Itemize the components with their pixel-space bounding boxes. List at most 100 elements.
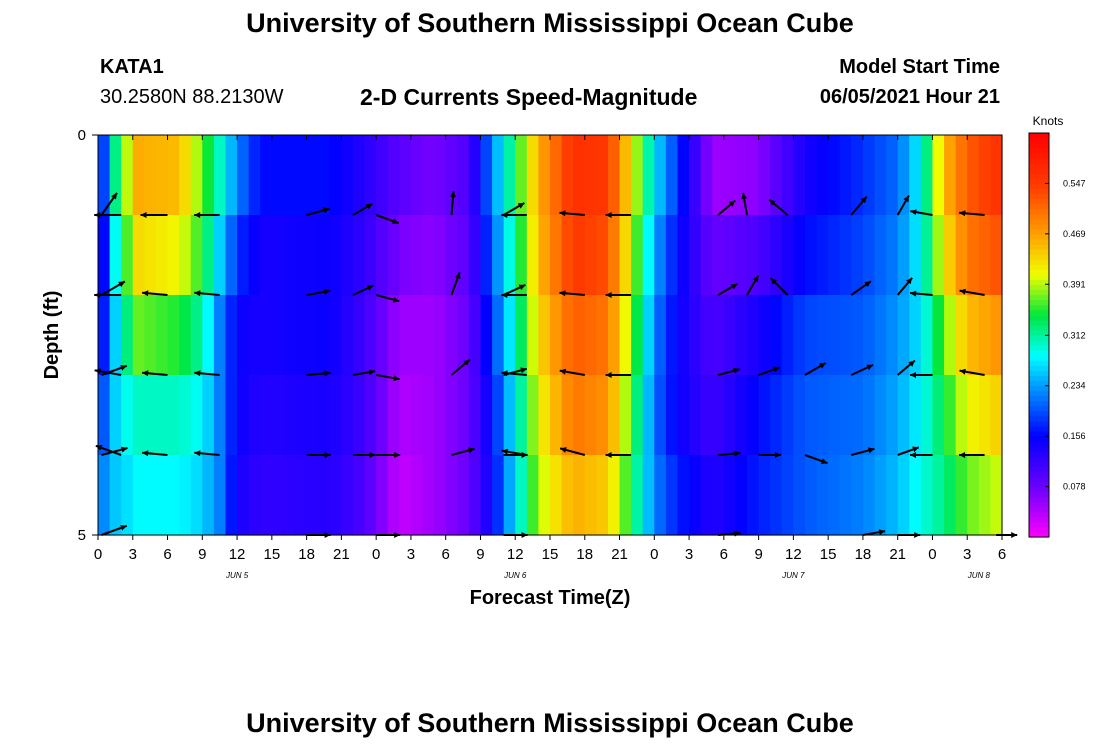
colorbar-segment [1029,521,1049,528]
x-axis-label: Forecast Time(Z) [470,587,631,609]
colorbar-segment [1029,400,1049,407]
heatmap-cell [167,135,180,216]
heatmap-cell [341,375,354,456]
colorbar-segment [1029,375,1049,382]
colorbar-segment [1029,188,1049,195]
heatmap-cell [909,215,922,296]
heatmap-cell [874,295,887,376]
x-tick-label: 21 [889,546,906,563]
colorbar-segment [1029,350,1049,356]
colorbar-segment [1029,203,1049,210]
colorbar-segment [1029,163,1049,169]
heatmap-cell [816,375,829,456]
heatmap-cell [376,295,389,376]
colorbar-segment [1029,259,1049,265]
chart-subtitle: 2-D Currents Speed-Magnitude [360,84,698,110]
heatmap-cell [723,295,737,376]
arrow-head [95,445,103,451]
arrow-head [866,364,874,371]
heatmap-cell [399,135,412,216]
x-tick-label: 0 [650,546,658,563]
heatmap-cell [793,295,806,376]
heatmap-cell [132,455,145,536]
heatmap-cell [132,295,145,376]
heatmap-cell [341,455,354,536]
heatmap-cell [422,215,435,296]
y-tick-label: 0 [78,127,86,144]
heatmap-cell [445,455,458,536]
heatmap-cell [376,375,389,456]
colorbar-segment [1029,304,1049,311]
heatmap-cell [248,215,261,296]
heatmap-cell [538,455,551,536]
heatmap-cell [190,295,203,376]
colorbar-segment [1029,511,1049,518]
heatmap-cell [260,215,273,296]
heatmap-cell [202,375,215,456]
heatmap-cell [329,375,342,456]
heatmap-cell [468,215,482,296]
heatmap-cell [607,295,621,376]
heatmap-cell [584,455,597,536]
x-tick-label: 6 [998,546,1006,563]
colorbar-segment [1029,446,1049,452]
heatmap-cell [434,215,447,296]
arrow-head [910,452,916,458]
heatmap-cell [225,215,238,296]
arrow-head [741,192,748,200]
heatmap-cell [271,135,285,216]
heatmap-cell [445,375,458,456]
colorbar-segment [1029,335,1049,341]
x-tick-label: 6 [442,546,450,563]
heatmap-cell [932,295,945,376]
heatmap-cell [897,135,910,216]
current-vector-arrow [717,199,736,216]
current-vector-arrow [850,280,872,296]
heatmap-cell [804,375,818,456]
colorbar-segment [1029,314,1049,321]
current-vector-arrow [804,362,827,376]
heatmap-cell [387,455,400,536]
current-vector-arrow [376,452,401,458]
arrow-head [959,288,966,295]
arrow-head [730,283,738,290]
colorbar-segment [1029,531,1049,538]
x-tick-label: 18 [298,546,315,563]
heatmap-cell [828,215,841,296]
colorbar-segment [1029,228,1049,235]
current-vector-arrow [306,288,331,296]
heatmap-cell [237,295,250,376]
current-vector-arrow [758,452,782,458]
current-vector-arrow [850,195,868,216]
model-start-value: 06/05/2021 Hour 21 [819,86,1000,108]
heatmap-cell [550,135,563,216]
heatmap-cell [677,135,690,216]
heatmap-cell [700,375,713,456]
heatmap-cell [886,375,899,456]
current-vector-arrow [718,450,741,457]
heatmap-cell [121,455,134,536]
heatmap-cell [283,135,296,216]
heatmap-cell [538,215,551,296]
current-vector-arrow [101,524,128,536]
colorbar-tick-label: 0.391 [1063,279,1086,289]
heatmap-cell [596,215,609,296]
heatmap-cell [781,135,794,216]
colorbar-segment [1029,496,1049,503]
heatmap-cell [747,215,760,296]
heatmap-cell [677,215,690,296]
heatmap-cell [689,135,702,216]
current-vector-arrow [909,290,933,297]
x-tick-label: 12 [507,546,524,563]
colorbar-segment [1029,430,1049,437]
colorbar-segment [1029,410,1049,417]
current-vector-arrow [717,282,738,296]
heatmap-cell [596,295,609,376]
arrow-head [518,284,526,291]
heatmap-cell [665,295,679,376]
heatmap-cell [584,215,597,296]
heatmap-cell [886,135,899,216]
heatmap-cell [109,215,122,296]
current-vector-arrow [142,370,168,377]
heatmap-cell [712,455,725,536]
